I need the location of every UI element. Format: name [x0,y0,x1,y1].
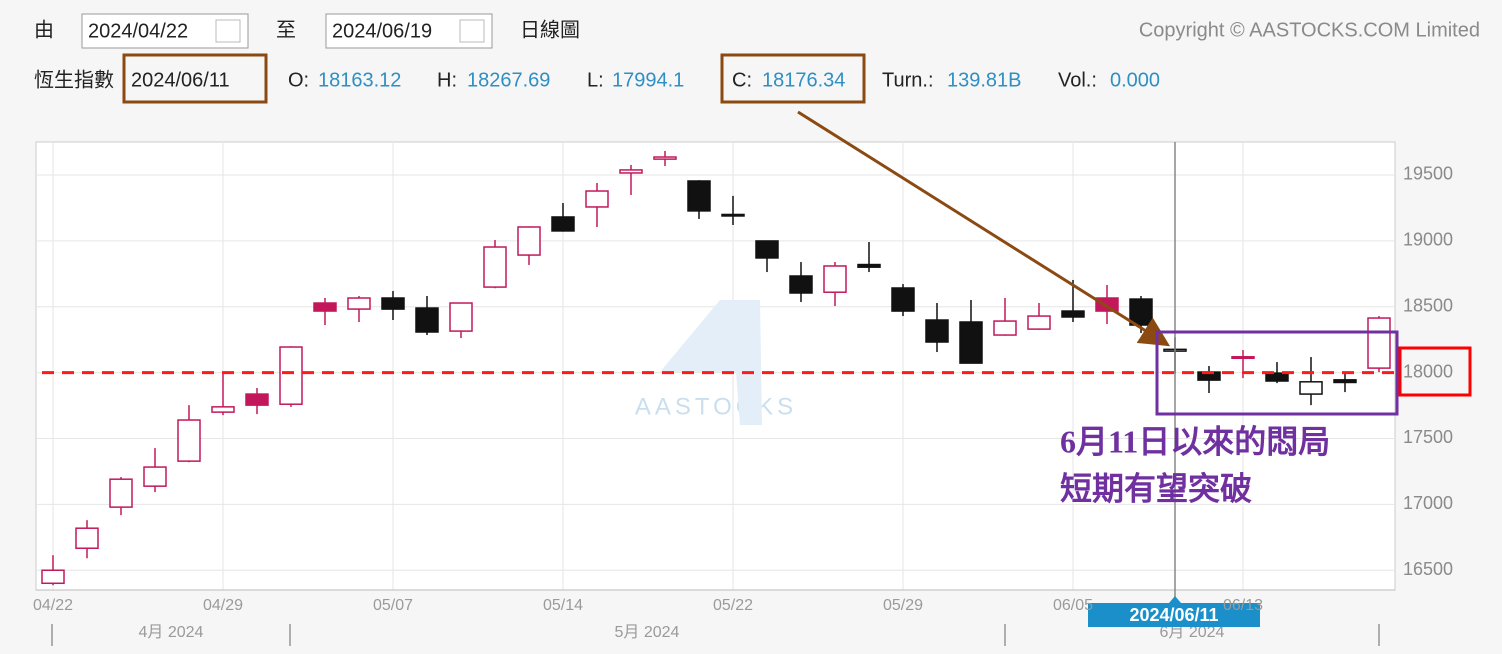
candle-body [245,393,269,406]
y-tick-label: 17000 [1403,493,1453,513]
current-date: 2024/06/11 [131,69,230,91]
x-tick-label: 05/07 [373,597,413,614]
annotation: 短期有望突破 [1060,470,1252,506]
candle-body [1129,298,1153,326]
candle-body [449,302,473,332]
from-label: 由 [34,18,54,41]
low-value: 17994.1 [612,69,684,91]
candle-body [1299,381,1323,395]
highlight-box [122,53,268,104]
y-tick-label: 18000 [1403,361,1453,381]
month-label: 5月 2024 [615,624,680,641]
candle-body [891,287,915,312]
y-tick-label: 19000 [1403,230,1453,250]
candle-body [619,169,643,174]
candle-body [415,307,439,333]
calendar-icon[interactable] [215,19,241,43]
month-label: 4月 2024 [139,624,204,641]
y-tick-label: 17500 [1403,427,1453,447]
candle-body [1027,315,1051,330]
candle-body [789,275,813,294]
month-label: 6月 2024 [1160,624,1225,641]
high-label: H: [437,69,457,91]
candle-body [925,319,949,343]
candle-body [347,297,371,310]
x-tick-label: 04/29 [203,597,243,614]
low-label: L: [587,69,604,91]
candle-body [823,265,847,293]
highlight-box [720,53,866,104]
view-label[interactable]: 日線圖 [520,18,580,41]
candle-body [959,321,983,364]
turnover-label: Turn.: [882,69,934,91]
candle-body [653,156,677,160]
x-tick-label: 05/29 [883,597,923,614]
candle-body [551,216,575,232]
watermark: AASTOCKS [635,393,797,420]
open-value: 18163.12 [318,69,401,91]
close-value: 18176.34 [762,69,845,91]
volume-value: 0.000 [1110,69,1160,91]
crosshair-label: 2024/06/11 [1129,605,1218,625]
x-tick-label: 05/22 [713,597,753,614]
candle-body [721,213,745,217]
y-tick-label: 18500 [1403,295,1453,315]
x-tick-label: 06/13 [1223,597,1263,614]
x-tick-label: 05/14 [543,597,583,614]
close-label: C: [732,69,752,91]
candle-body [279,346,303,405]
candle-body [177,419,201,462]
x-tick-label: 06/05 [1053,597,1093,614]
to-date: 2024/06/19 [332,20,432,42]
crosshair-label-box [1088,603,1260,627]
level-box [1398,346,1472,397]
candle-body [1231,356,1255,360]
candle-body [41,569,65,585]
candle-body [1265,372,1289,382]
candle-body [143,466,167,487]
x-tick-label: 04/22 [33,597,73,614]
annotation: 6月11日以來的悶局 [1060,423,1330,459]
range-box [1155,330,1399,416]
watermark-logo [660,300,762,425]
arrow [797,110,1171,347]
candle-body [109,478,133,508]
y-tick-label: 16500 [1403,559,1453,579]
index-name: 恆生指數 [34,68,114,91]
candle-body [993,320,1017,336]
to-label: 至 [276,19,296,41]
candle-body [687,180,711,212]
candle-body [381,297,405,310]
candle-body [1061,310,1085,318]
candle-body [517,226,541,256]
candle-body [1333,379,1357,384]
volume-label: Vol.: [1058,69,1097,91]
candle-body [857,263,881,268]
turnover-value: 139.81B [947,69,1022,91]
from-date: 2024/04/22 [88,20,188,42]
high-value: 18267.69 [467,69,550,91]
candle-body [585,190,609,208]
open-label: O: [288,69,309,91]
y-tick-label: 19500 [1403,164,1453,184]
candle-body [211,406,235,413]
candle-body [755,240,779,259]
candle-body [1367,317,1391,369]
candle-body [75,527,99,549]
candle-body [483,246,507,288]
calendar-icon[interactable] [459,19,485,43]
candle-body [313,302,337,312]
crosshair-pointer [1169,596,1181,603]
copyright: Copyright © AASTOCKS.COM Limited [1139,19,1480,41]
